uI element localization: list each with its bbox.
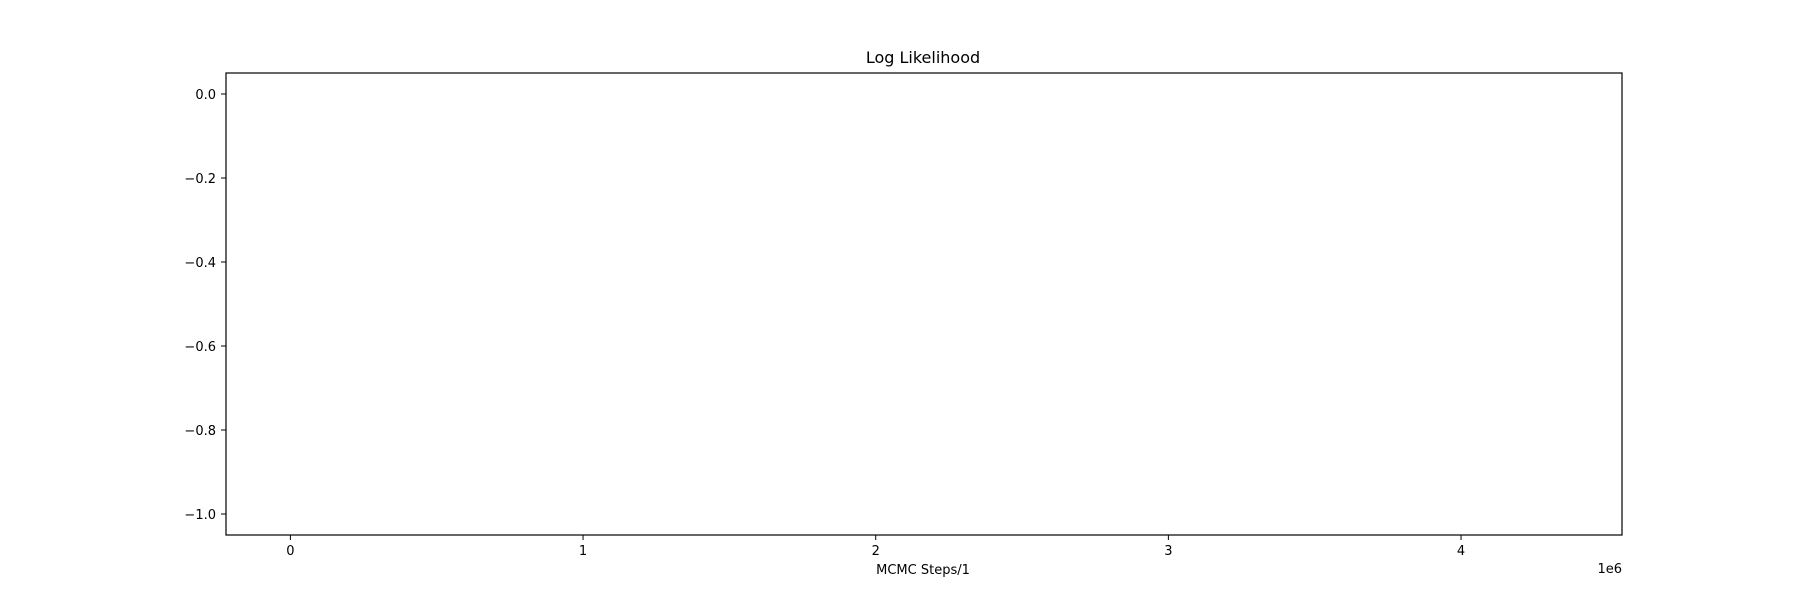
y-tick-label: −0.6	[184, 340, 216, 355]
x-axis-label: MCMC Steps/1	[876, 563, 970, 578]
x-tick-label: 0	[286, 544, 294, 559]
plot-area-frame	[225, 72, 1623, 536]
x-tick-label: 3	[1164, 544, 1172, 559]
x-axis-offset-label: 1e6	[1597, 562, 1622, 577]
y-tick-label: −0.8	[184, 424, 216, 439]
y-axis: 0.0 −0.2 −0.4 −0.6 −0.8 −1.0	[184, 88, 226, 523]
y-tick-label: 0.0	[195, 88, 216, 103]
x-tick-label: 4	[1457, 544, 1465, 559]
y-tick-label: −0.4	[184, 256, 216, 271]
y-tick-label: −1.0	[184, 508, 216, 523]
x-tick-label: 1	[579, 544, 587, 559]
chart-title: Log Likelihood	[866, 48, 980, 67]
y-tick-label: −0.2	[184, 172, 216, 187]
x-axis: 0 1 2 3 4	[286, 535, 1465, 559]
x-tick-label: 2	[872, 544, 880, 559]
